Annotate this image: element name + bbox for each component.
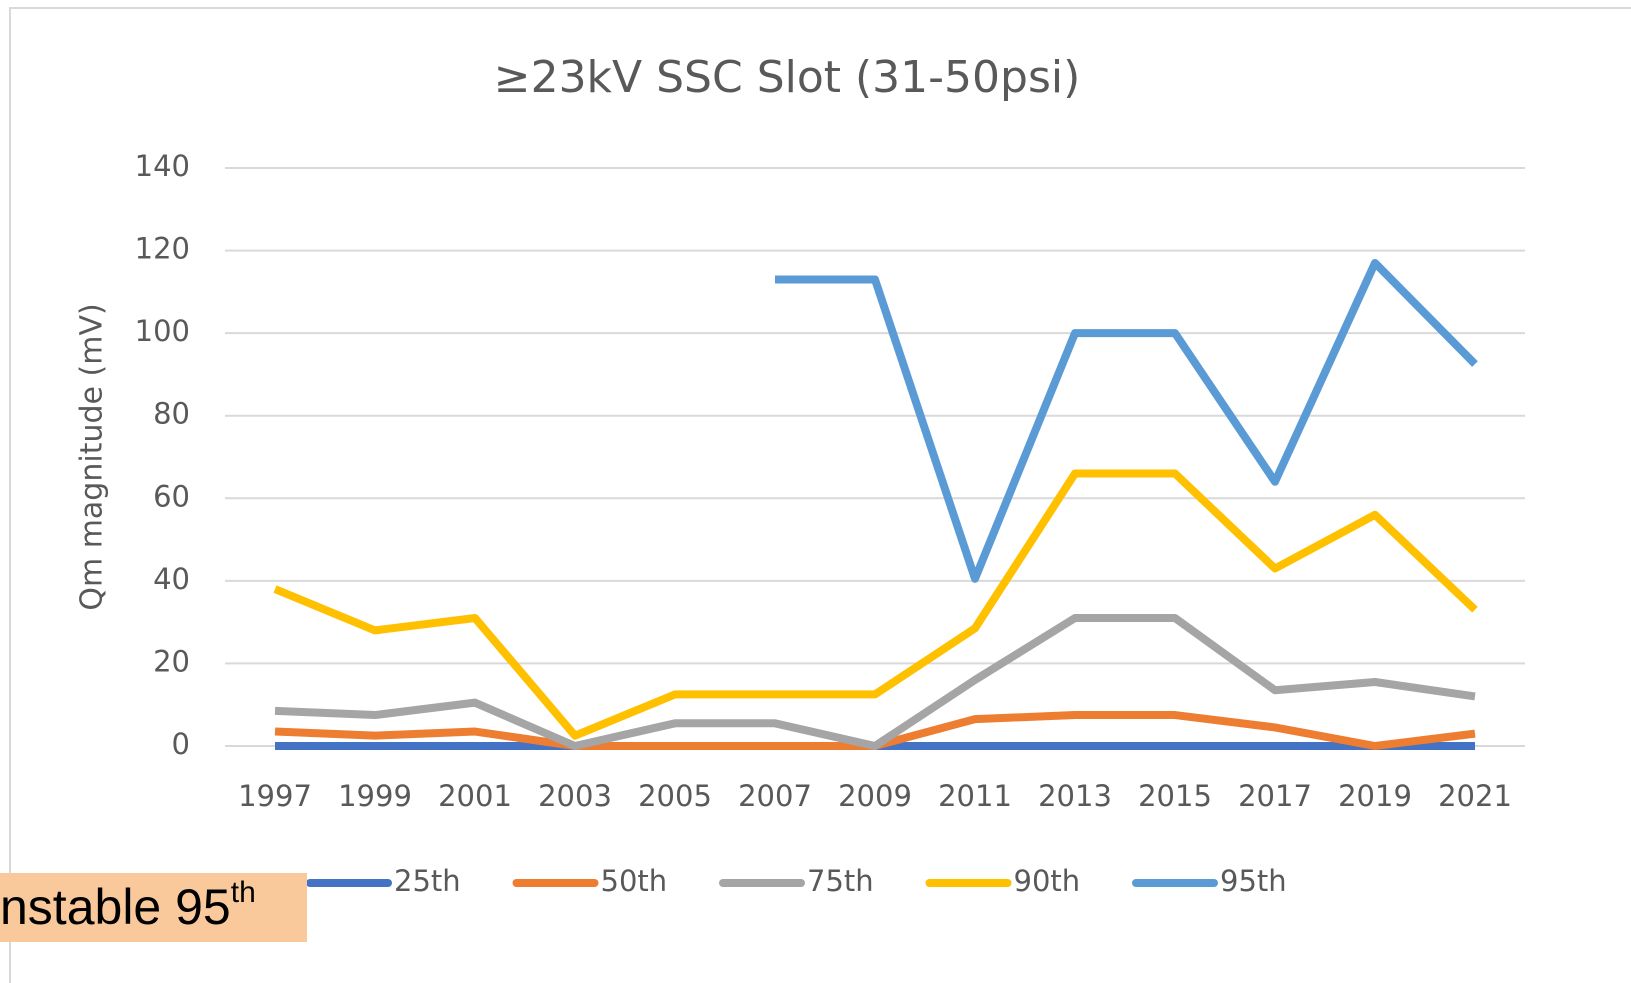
chart-frame bbox=[9, 7, 1631, 983]
y-tick-label: 60 bbox=[153, 479, 190, 513]
legend-label: 75th bbox=[807, 864, 874, 898]
y-axis-title: Qm magnitude (mV) bbox=[75, 303, 110, 610]
x-tick-label: 2001 bbox=[438, 779, 512, 813]
x-tick-label: 2013 bbox=[1038, 779, 1112, 813]
annotation: nstable 95th bbox=[0, 873, 307, 942]
annotation-text: nstable 95 bbox=[0, 879, 231, 935]
series-line bbox=[274, 614, 1476, 750]
x-tick-label: 2007 bbox=[738, 779, 812, 813]
x-tick-label: 2019 bbox=[1338, 779, 1412, 813]
x-tick-label: 2009 bbox=[838, 779, 912, 813]
legend-label: 90th bbox=[1014, 864, 1081, 898]
legend-label: 95th bbox=[1220, 864, 1287, 898]
x-tick-label: 2017 bbox=[1238, 779, 1312, 813]
annotation-superscript: th bbox=[230, 876, 256, 909]
legend-label: 25th bbox=[394, 864, 461, 898]
x-tick-label: 2011 bbox=[938, 779, 1012, 813]
legend-label: 50th bbox=[601, 864, 668, 898]
series-line bbox=[775, 258, 1478, 583]
y-tick-label: 0 bbox=[172, 727, 190, 761]
y-tick-label: 140 bbox=[135, 149, 190, 183]
chart-title: ≥23kV SSC Slot (31-50psi) bbox=[494, 52, 1081, 103]
y-tick-label: 20 bbox=[153, 644, 190, 678]
x-tick-label: 2005 bbox=[638, 779, 712, 813]
x-tick-label: 2003 bbox=[538, 779, 612, 813]
x-tick-label: 1999 bbox=[338, 779, 412, 813]
x-tick-label: 1997 bbox=[238, 779, 312, 813]
y-tick-label: 100 bbox=[135, 314, 190, 348]
y-tick-label: 40 bbox=[153, 562, 190, 596]
x-tick-label: 2015 bbox=[1138, 779, 1212, 813]
x-tick-label: 2021 bbox=[1438, 779, 1512, 813]
y-tick-label: 120 bbox=[135, 232, 190, 266]
series-line bbox=[273, 469, 1478, 740]
y-tick-label: 80 bbox=[153, 397, 190, 431]
